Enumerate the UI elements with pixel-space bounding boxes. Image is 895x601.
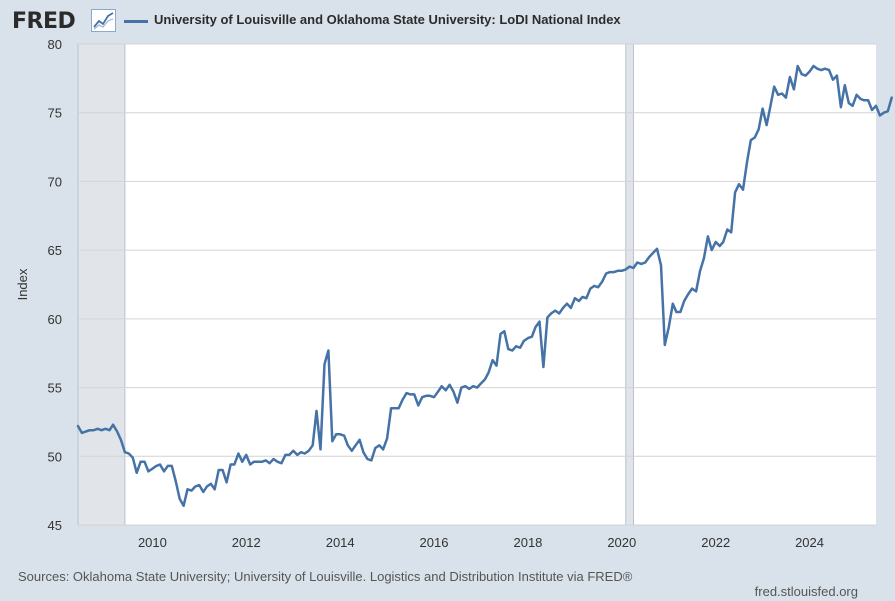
recession-shading	[625, 44, 634, 525]
x-tick-label: 2010	[138, 535, 167, 550]
x-tick-label: 2022	[701, 535, 730, 550]
y-tick-label: 60	[48, 312, 62, 327]
x-tick-label: 2016	[420, 535, 449, 550]
site-url[interactable]: fred.stlouisfed.org	[754, 584, 858, 599]
sources-note: Sources: Oklahoma State University; Univ…	[18, 569, 633, 584]
recession-shading	[78, 44, 125, 525]
chart-title: University of Louisville and Oklahoma St…	[154, 12, 621, 27]
x-tick-label: 2018	[513, 535, 542, 550]
y-tick-label: 45	[48, 518, 62, 533]
y-tick-label: 70	[48, 174, 62, 189]
y-tick-label: 80	[48, 37, 62, 52]
plot-area	[78, 44, 876, 525]
series-line	[76, 64, 893, 508]
fred-logo[interactable]: FRED	[12, 9, 76, 34]
x-tick-label: 2012	[232, 535, 261, 550]
x-tick-label: 2014	[326, 535, 355, 550]
line-chart-icon	[91, 9, 116, 32]
y-tick-label: 50	[48, 449, 62, 464]
y-axis-label: Index	[15, 268, 30, 300]
y-tick-label: 75	[48, 106, 62, 121]
x-tick-label: 2024	[795, 535, 824, 550]
x-tick-label: 2020	[607, 535, 636, 550]
y-tick-label: 65	[48, 243, 62, 258]
y-tick-label: 55	[48, 381, 62, 396]
legend-series-swatch	[124, 20, 148, 23]
